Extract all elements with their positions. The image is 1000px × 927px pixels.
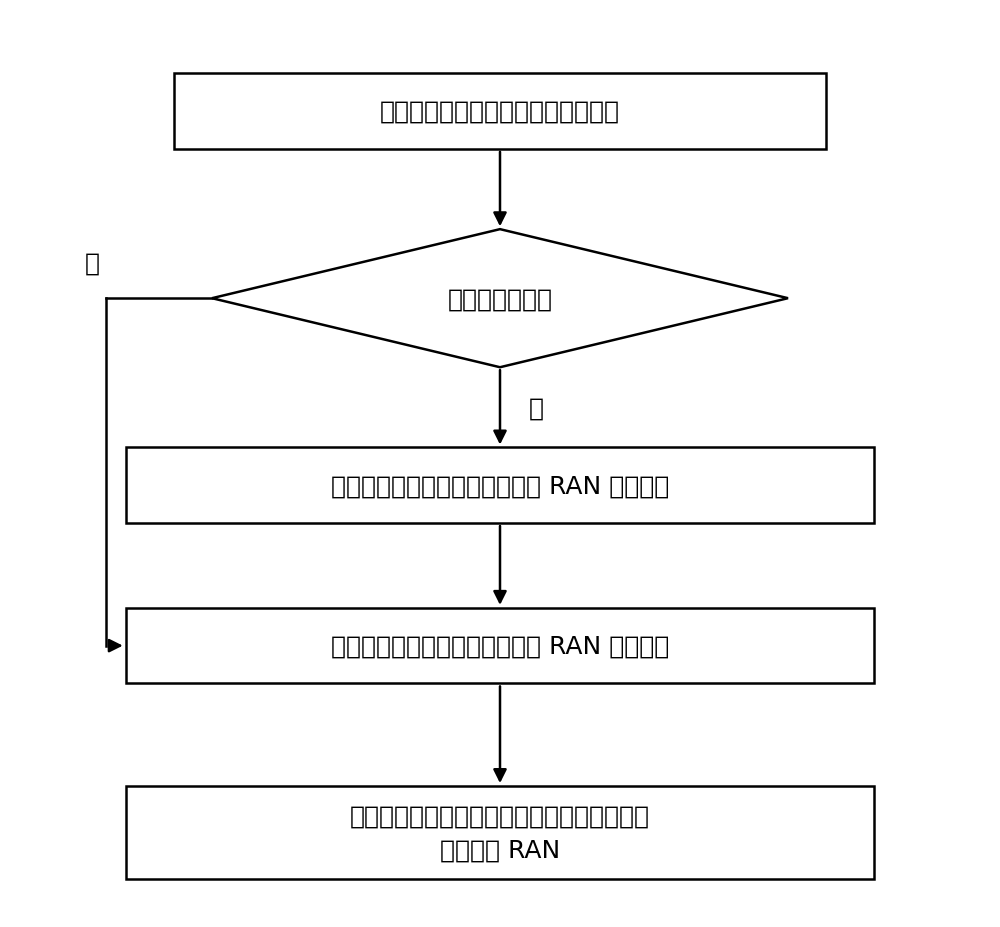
FancyBboxPatch shape [126, 448, 874, 524]
Polygon shape [212, 230, 788, 368]
Text: 否: 否 [84, 251, 100, 275]
Text: 通过覆盖半径较大的无线接入网 RAN 接入网络: 通过覆盖半径较大的无线接入网 RAN 接入网络 [331, 474, 669, 498]
Text: 通过覆盖半径较小的无线接入网 RAN 接入网络: 通过覆盖半径较小的无线接入网 RAN 接入网络 [331, 634, 669, 658]
FancyBboxPatch shape [126, 786, 874, 880]
FancyBboxPatch shape [174, 74, 826, 150]
Text: 实时性数据业务垂直切换到覆盖半径较大的无
线接入网 RAN: 实时性数据业务垂直切换到覆盖半径较大的无 线接入网 RAN [350, 804, 650, 861]
Text: 是: 是 [529, 396, 544, 420]
FancyBboxPatch shape [126, 608, 874, 684]
Text: 是否为语音业务: 是否为语音业务 [448, 286, 552, 311]
Text: 多模移动终端发起主叫申请接入网络: 多模移动终端发起主叫申请接入网络 [380, 100, 620, 124]
